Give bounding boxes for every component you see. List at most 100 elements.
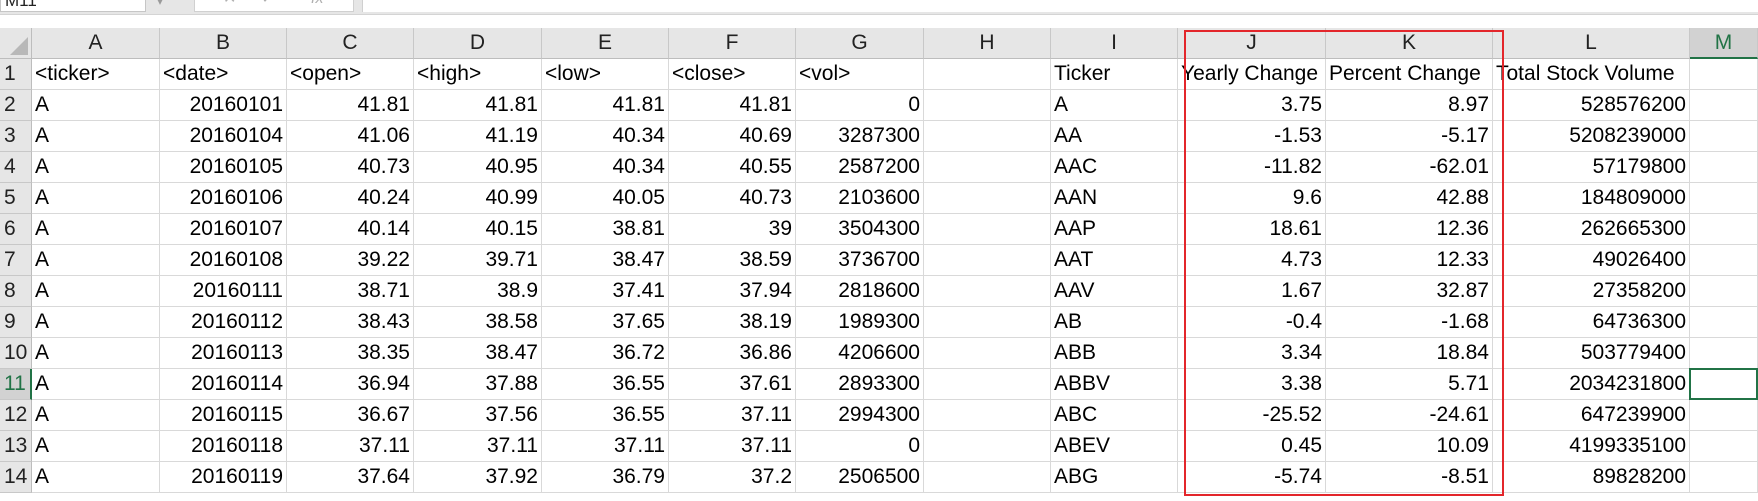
cell-k6[interactable]: 12.36 <box>1326 214 1493 245</box>
cell-c12[interactable]: 36.67 <box>287 400 414 431</box>
column-header-h[interactable]: H <box>924 28 1051 59</box>
column-header-k[interactable]: K <box>1326 28 1493 59</box>
cell-g5[interactable]: 2103600 <box>796 183 924 214</box>
cell-l6[interactable]: 262665300 <box>1493 214 1690 245</box>
cell-i8[interactable]: AAV <box>1051 276 1178 307</box>
cell-a9[interactable]: A <box>32 307 160 338</box>
cell-a1[interactable]: <ticker> <box>32 59 160 90</box>
cell-d12[interactable]: 37.56 <box>414 400 542 431</box>
cell-g6[interactable]: 3504300 <box>796 214 924 245</box>
cell-f7[interactable]: 38.59 <box>669 245 796 276</box>
cell-k10[interactable]: 18.84 <box>1326 338 1493 369</box>
cell-d8[interactable]: 38.9 <box>414 276 542 307</box>
cell-j4[interactable]: -11.82 <box>1178 152 1326 183</box>
select-all-button[interactable] <box>0 28 32 59</box>
cell-m10[interactable] <box>1690 338 1758 369</box>
name-box-dropdown-icon[interactable]: ▾ <box>157 0 163 8</box>
row-header-12[interactable]: 12 <box>0 400 32 431</box>
cell-c11[interactable]: 36.94 <box>287 369 414 400</box>
cell-i5[interactable]: AAN <box>1051 183 1178 214</box>
cell-h10[interactable] <box>924 338 1051 369</box>
cell-l10[interactable]: 503779400 <box>1493 338 1690 369</box>
cell-k14[interactable]: -8.51 <box>1326 462 1493 493</box>
column-header-l[interactable]: L <box>1493 28 1690 59</box>
column-header-b[interactable]: B <box>160 28 287 59</box>
cell-e11[interactable]: 36.55 <box>542 369 669 400</box>
cell-h9[interactable] <box>924 307 1051 338</box>
cell-a6[interactable]: A <box>32 214 160 245</box>
cell-h4[interactable] <box>924 152 1051 183</box>
cell-g2[interactable]: 0 <box>796 90 924 121</box>
row-header-2[interactable]: 2 <box>0 90 32 121</box>
cell-e1[interactable]: <low> <box>542 59 669 90</box>
cell-f14[interactable]: 37.2 <box>669 462 796 493</box>
cell-m1[interactable] <box>1690 59 1758 90</box>
cell-f10[interactable]: 36.86 <box>669 338 796 369</box>
cell-c7[interactable]: 39.22 <box>287 245 414 276</box>
cell-a14[interactable]: A <box>32 462 160 493</box>
cell-i12[interactable]: ABC <box>1051 400 1178 431</box>
enter-icon[interactable]: ✓ <box>261 0 274 7</box>
row-header-9[interactable]: 9 <box>0 307 32 338</box>
cell-b10[interactable]: 20160113 <box>160 338 287 369</box>
cell-b6[interactable]: 20160107 <box>160 214 287 245</box>
cell-h2[interactable] <box>924 90 1051 121</box>
cell-a11[interactable]: A <box>32 369 160 400</box>
cell-k9[interactable]: -1.68 <box>1326 307 1493 338</box>
row-header-3[interactable]: 3 <box>0 121 32 152</box>
cell-g1[interactable]: <vol> <box>796 59 924 90</box>
column-header-d[interactable]: D <box>414 28 542 59</box>
cell-e6[interactable]: 38.81 <box>542 214 669 245</box>
row-header-14[interactable]: 14 <box>0 462 32 493</box>
cell-e8[interactable]: 37.41 <box>542 276 669 307</box>
cell-e12[interactable]: 36.55 <box>542 400 669 431</box>
cell-m8[interactable] <box>1690 276 1758 307</box>
cell-b4[interactable]: 20160105 <box>160 152 287 183</box>
cell-l13[interactable]: 4199335100 <box>1493 431 1690 462</box>
cell-e13[interactable]: 37.11 <box>542 431 669 462</box>
cell-d7[interactable]: 39.71 <box>414 245 542 276</box>
cell-f2[interactable]: 41.81 <box>669 90 796 121</box>
cell-m6[interactable] <box>1690 214 1758 245</box>
row-header-4[interactable]: 4 <box>0 152 32 183</box>
cell-b2[interactable]: 20160101 <box>160 90 287 121</box>
cell-m3[interactable] <box>1690 121 1758 152</box>
cell-h14[interactable] <box>924 462 1051 493</box>
cell-e3[interactable]: 40.34 <box>542 121 669 152</box>
cancel-icon[interactable]: ✕ <box>223 0 236 7</box>
cell-h11[interactable] <box>924 369 1051 400</box>
cell-i6[interactable]: AAP <box>1051 214 1178 245</box>
cell-f11[interactable]: 37.61 <box>669 369 796 400</box>
cell-k3[interactable]: -5.17 <box>1326 121 1493 152</box>
cell-a3[interactable]: A <box>32 121 160 152</box>
cell-m12[interactable] <box>1690 400 1758 431</box>
cell-g10[interactable]: 4206600 <box>796 338 924 369</box>
row-header-1[interactable]: 1 <box>0 59 32 90</box>
row-header-10[interactable]: 10 <box>0 338 32 369</box>
cell-d13[interactable]: 37.11 <box>414 431 542 462</box>
cell-j11[interactable]: 3.38 <box>1178 369 1326 400</box>
row-header-8[interactable]: 8 <box>0 276 32 307</box>
cell-f3[interactable]: 40.69 <box>669 121 796 152</box>
cell-d3[interactable]: 41.19 <box>414 121 542 152</box>
cell-f12[interactable]: 37.11 <box>669 400 796 431</box>
cell-f9[interactable]: 38.19 <box>669 307 796 338</box>
cell-i3[interactable]: AA <box>1051 121 1178 152</box>
cell-j8[interactable]: 1.67 <box>1178 276 1326 307</box>
cell-e9[interactable]: 37.65 <box>542 307 669 338</box>
cell-b3[interactable]: 20160104 <box>160 121 287 152</box>
cell-e14[interactable]: 36.79 <box>542 462 669 493</box>
cell-f1[interactable]: <close> <box>669 59 796 90</box>
cell-b13[interactable]: 20160118 <box>160 431 287 462</box>
cell-c13[interactable]: 37.11 <box>287 431 414 462</box>
cell-h5[interactable] <box>924 183 1051 214</box>
cell-c10[interactable]: 38.35 <box>287 338 414 369</box>
cell-i9[interactable]: AB <box>1051 307 1178 338</box>
cell-i7[interactable]: AAT <box>1051 245 1178 276</box>
cell-d14[interactable]: 37.92 <box>414 462 542 493</box>
cell-c3[interactable]: 41.06 <box>287 121 414 152</box>
cell-c1[interactable]: <open> <box>287 59 414 90</box>
cell-b7[interactable]: 20160108 <box>160 245 287 276</box>
cell-f4[interactable]: 40.55 <box>669 152 796 183</box>
cell-j14[interactable]: -5.74 <box>1178 462 1326 493</box>
